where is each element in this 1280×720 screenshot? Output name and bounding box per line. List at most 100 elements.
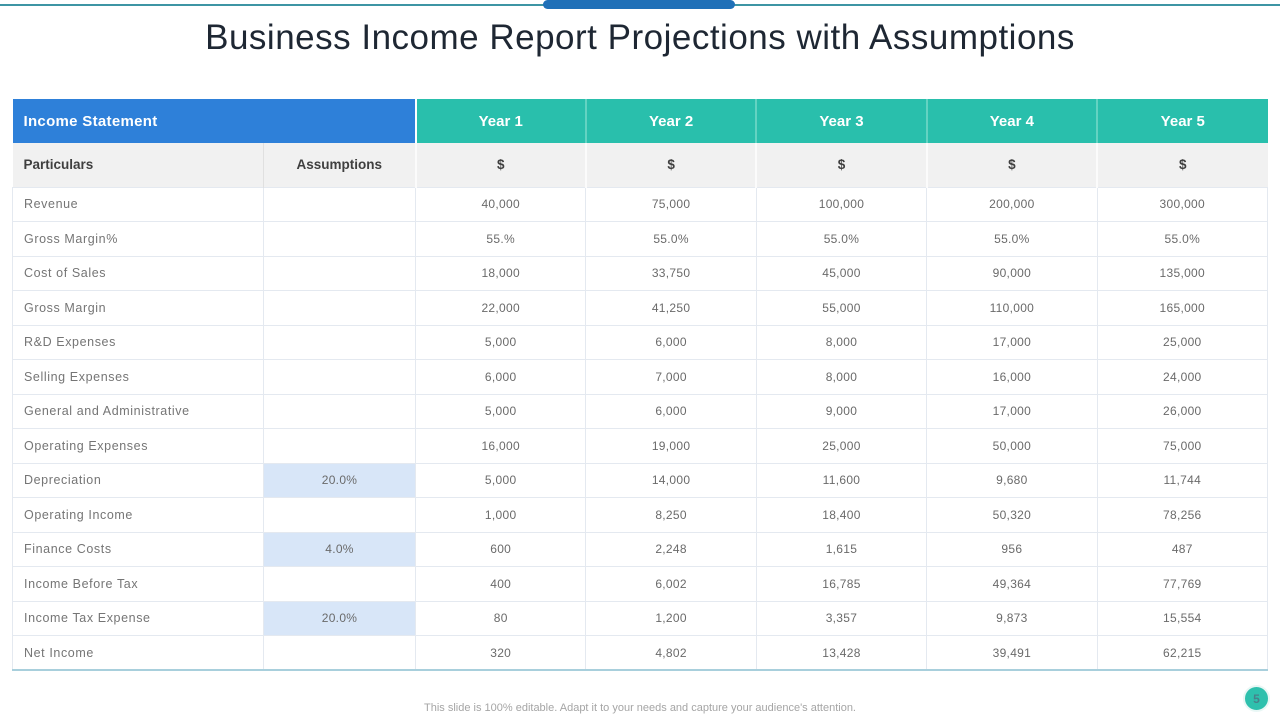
table-row: Income Before Tax 400 6,002 16,785 49,364 77,… bbox=[12, 566, 1269, 602]
row-label: Operating Expenses bbox=[12, 428, 264, 464]
value-cell: 135,000 bbox=[1096, 255, 1269, 291]
year-4-header: Year 4 bbox=[925, 99, 1098, 143]
assumption-cell bbox=[263, 221, 416, 257]
value-cell: 39,491 bbox=[926, 635, 1098, 671]
row-label: R&D Expenses bbox=[12, 324, 264, 360]
assumption-cell bbox=[263, 566, 416, 602]
row-label: Selling Expenses bbox=[12, 359, 264, 395]
value-cell: 4,802 bbox=[585, 635, 757, 671]
table-row: R&D Expenses 5,000 6,000 8,000 17,000 25,000 bbox=[12, 324, 1269, 360]
year-5-header: Year 5 bbox=[1096, 99, 1268, 143]
value-cell: 5,000 bbox=[414, 324, 587, 360]
income-statement-table: Income Statement Year 1 Year 2 Year 3 Ye… bbox=[12, 99, 1269, 671]
table-row: Revenue 40,000 75,000 100,000 200,000 300,000 bbox=[12, 186, 1269, 222]
value-cell: 18,400 bbox=[755, 497, 928, 533]
currency-header-year-2: $ bbox=[584, 143, 757, 187]
value-cell: 16,000 bbox=[926, 359, 1098, 395]
value-cell: 5,000 bbox=[414, 393, 587, 429]
value-cell: 40,000 bbox=[414, 186, 587, 222]
value-cell: 22,000 bbox=[414, 290, 587, 326]
value-cell: 8,250 bbox=[585, 497, 757, 533]
value-cell: 50,320 bbox=[926, 497, 1098, 533]
value-cell: 55,000 bbox=[755, 290, 928, 326]
assumptions-header: Assumptions bbox=[263, 143, 416, 187]
row-label: Income Tax Expense bbox=[12, 600, 264, 636]
value-cell: 55.0% bbox=[926, 221, 1098, 257]
table-row: Operating Income 1,000 8,250 18,400 50,320 78… bbox=[12, 497, 1269, 533]
value-cell: 487 bbox=[1096, 531, 1269, 567]
value-cell: 77,769 bbox=[1096, 566, 1269, 602]
value-cell: 6,002 bbox=[585, 566, 757, 602]
value-cell: 3,357 bbox=[755, 600, 928, 636]
value-cell: 8,000 bbox=[755, 359, 928, 395]
particulars-header: Particulars bbox=[12, 143, 264, 187]
table-row: Net Income 320 4,802 13,428 39,491 62,215 bbox=[12, 635, 1269, 671]
assumption-cell: 4.0% bbox=[263, 531, 416, 567]
value-cell: 9,000 bbox=[755, 393, 928, 429]
value-cell: 1,200 bbox=[585, 600, 757, 636]
table-header-row: Income Statement Year 1 Year 2 Year 3 Ye… bbox=[12, 99, 1268, 143]
table-row: Gross Margin% 55.% 55.0% 55.0% 55.0% 55.0% bbox=[12, 221, 1269, 257]
value-cell: 110,000 bbox=[926, 290, 1098, 326]
value-cell: 14,000 bbox=[585, 462, 757, 498]
value-cell: 320 bbox=[414, 635, 587, 671]
value-cell: 78,256 bbox=[1096, 497, 1269, 533]
assumption-cell bbox=[263, 186, 416, 222]
value-cell: 25,000 bbox=[1096, 324, 1269, 360]
value-cell: 26,000 bbox=[1096, 393, 1269, 429]
assumption-cell bbox=[263, 359, 416, 395]
row-label: Income Before Tax bbox=[12, 566, 264, 602]
value-cell: 45,000 bbox=[755, 255, 928, 291]
row-label: Gross Margin% bbox=[12, 221, 264, 257]
table-row: Income Tax Expense 20.0% 80 1,200 3,357 9,873… bbox=[12, 600, 1269, 636]
value-cell: 17,000 bbox=[926, 324, 1098, 360]
value-cell: 80 bbox=[414, 600, 587, 636]
value-cell: 2,248 bbox=[585, 531, 757, 567]
table-subheader-row: Particulars Assumptions $ $ $ $ $ bbox=[12, 143, 1268, 187]
value-cell: 400 bbox=[414, 566, 587, 602]
value-cell: 200,000 bbox=[926, 186, 1098, 222]
income-statement-header: Income Statement bbox=[12, 99, 416, 143]
page-title: Business Income Report Projections with … bbox=[205, 18, 1075, 57]
assumption-cell bbox=[263, 635, 416, 671]
table-row: Gross Margin 22,000 41,250 55,000 110,000 165… bbox=[12, 290, 1269, 326]
row-label: Operating Income bbox=[12, 497, 264, 533]
row-label: Gross Margin bbox=[12, 290, 264, 326]
value-cell: 1,000 bbox=[414, 497, 587, 533]
currency-header-year-1: $ bbox=[414, 143, 586, 187]
value-cell: 300,000 bbox=[1096, 186, 1269, 222]
table-row: Finance Costs 4.0% 600 2,248 1,615 956 487 bbox=[12, 531, 1269, 567]
currency-header-year-4: $ bbox=[925, 143, 1098, 187]
value-cell: 13,428 bbox=[755, 635, 928, 671]
assumption-cell bbox=[263, 428, 416, 464]
year-2-header: Year 2 bbox=[584, 99, 757, 143]
value-cell: 41,250 bbox=[585, 290, 757, 326]
value-cell: 11,744 bbox=[1096, 462, 1269, 498]
currency-header-year-5: $ bbox=[1096, 143, 1268, 187]
year-1-header: Year 1 bbox=[414, 99, 586, 143]
value-cell: 5,000 bbox=[414, 462, 587, 498]
value-cell: 62,215 bbox=[1096, 635, 1269, 671]
value-cell: 33,750 bbox=[585, 255, 757, 291]
row-label: Cost of Sales bbox=[12, 255, 264, 291]
table-row: Operating Expenses 16,000 19,000 25,000 50,0… bbox=[12, 428, 1269, 464]
row-label: Finance Costs bbox=[12, 531, 264, 567]
value-cell: 75,000 bbox=[585, 186, 757, 222]
assumption-cell bbox=[263, 393, 416, 429]
value-cell: 11,600 bbox=[755, 462, 928, 498]
row-label: Revenue bbox=[12, 186, 264, 222]
year-3-header: Year 3 bbox=[755, 99, 927, 143]
value-cell: 24,000 bbox=[1096, 359, 1269, 395]
value-cell: 600 bbox=[414, 531, 587, 567]
table-body: Revenue 40,000 75,000 100,000 200,000 300,000… bbox=[12, 186, 1269, 671]
value-cell: 9,873 bbox=[926, 600, 1098, 636]
value-cell: 6,000 bbox=[414, 359, 587, 395]
row-label: General and Administrative bbox=[12, 393, 264, 429]
value-cell: 100,000 bbox=[755, 186, 928, 222]
value-cell: 50,000 bbox=[926, 428, 1098, 464]
value-cell: 18,000 bbox=[414, 255, 587, 291]
page-number-badge: 5 bbox=[1243, 685, 1270, 712]
assumption-cell: 20.0% bbox=[263, 600, 416, 636]
table-row: General and Administrative 5,000 6,000 9,00… bbox=[12, 393, 1269, 429]
table-row: Selling Expenses 6,000 7,000 8,000 16,000 24,… bbox=[12, 359, 1269, 395]
